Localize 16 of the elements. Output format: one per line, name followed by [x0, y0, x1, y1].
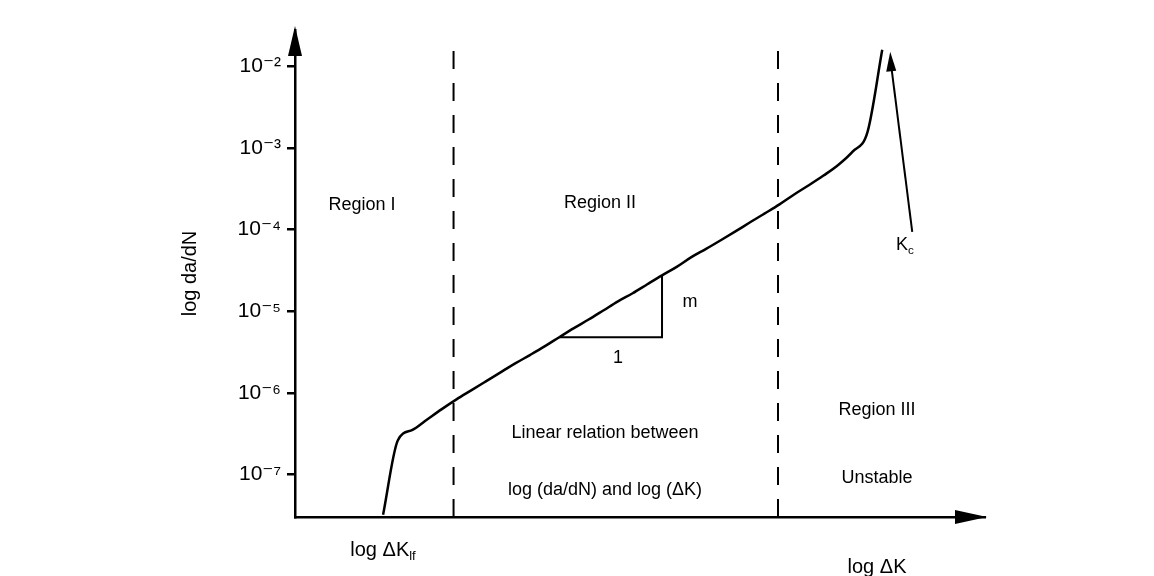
x-axis-title: log ΔK — [847, 554, 908, 576]
y-axis-title: log da/dN — [177, 230, 200, 317]
annotation: 1 — [612, 346, 624, 367]
y-tick-label: 10⁻³ — [239, 134, 282, 158]
y-tick-label: 10⁻⁶ — [237, 379, 281, 403]
annotation: Unstable — [841, 466, 913, 487]
y-tick-label: 10⁻⁷ — [238, 461, 281, 485]
annotation: log (da/dN) and log (ΔK) — [507, 478, 703, 499]
y-tick-label: 10⁻⁴ — [237, 216, 281, 240]
annotation: m — [682, 290, 698, 311]
y-tick-label: 10⁻⁵ — [237, 298, 281, 321]
annotation: Region III — [838, 398, 916, 419]
annotation: Region I — [328, 193, 396, 214]
annotation: Region II — [563, 191, 637, 212]
y-tick-label: 10⁻² — [239, 53, 282, 77]
annotation: Linear relation between — [511, 421, 699, 442]
